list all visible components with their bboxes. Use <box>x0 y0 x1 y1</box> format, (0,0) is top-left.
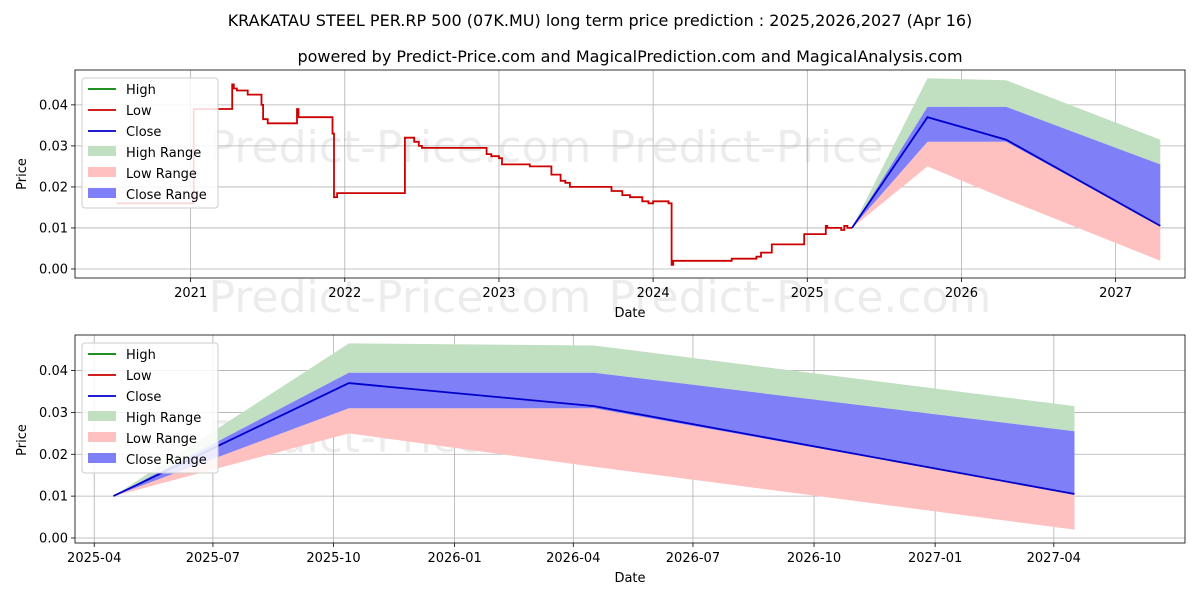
bottom-ytick-label: 0.03 <box>39 406 68 421</box>
bottom-close-range-band <box>113 372 1075 497</box>
top-legend-close-range: Close Range <box>126 188 207 203</box>
bottom-xtick-label: 2025-07 <box>186 551 240 566</box>
bottom-high-range-band <box>113 343 1075 497</box>
bottom-ylabel: Price <box>15 424 30 456</box>
top-xtick-label: 2025 <box>791 286 824 301</box>
top-legend-low: Low <box>126 104 152 119</box>
top-legend-high-range-swatch <box>88 146 116 156</box>
top-xtick-label: 2027 <box>1099 286 1132 301</box>
bottom-legend-low: Low <box>126 369 152 384</box>
top-close-range-band <box>852 106 1161 228</box>
bottom-xtick-label: 2026-10 <box>787 551 841 566</box>
top-xtick-label: 2023 <box>482 286 515 301</box>
bottom-xtick-label: 2026-07 <box>666 551 720 566</box>
top-xtick-label: 2024 <box>637 286 670 301</box>
bottom-xtick-label: 2027-01 <box>908 551 962 566</box>
top-high-range-band <box>852 78 1161 228</box>
bottom-xtick-label: 2025-04 <box>67 551 121 566</box>
top-history-line <box>116 83 852 266</box>
bottom-close-forecast-line <box>113 382 1075 497</box>
top-series <box>116 78 1161 266</box>
bottom-legend-high: High <box>126 348 156 363</box>
top-frame <box>74 69 1186 279</box>
chart-title: KRAKATAU STEEL PER.RP 500 (07K.MU) long … <box>228 11 973 30</box>
top-legend-low-range: Low Range <box>126 167 197 182</box>
bottom-legend-high-range-swatch <box>88 411 116 421</box>
top-xtick-label: 2022 <box>328 286 361 301</box>
bottom-panel: Predict-Price.com Predict-Price.com 0.00… <box>15 334 1186 586</box>
top-ytick-label: 0.01 <box>39 221 68 236</box>
bottom-xlabel: Date <box>614 571 645 586</box>
top-ytick-label: 0.02 <box>39 180 68 195</box>
top-watermark-1: Predict-Price.com <box>209 122 592 173</box>
top-close-forecast-line <box>851 116 1161 229</box>
top-xtick-label: 2021 <box>174 286 207 301</box>
top-panel: Predict-Price.com Predict-Price.com Pred… <box>15 69 1186 323</box>
top-legend: High Low Close High Range Low Range Clos… <box>81 77 219 209</box>
bottom-legend-high-range: High Range <box>126 411 201 426</box>
top-watermark-4: Predict-Price.com <box>609 272 992 323</box>
top-ticks: 0.00 0.01 0.02 0.03 0.04 2021 2022 2023 2024 2025… <box>39 98 1132 301</box>
top-legend-close-range-swatch <box>88 188 116 198</box>
bottom-xtick-label: 2026-04 <box>546 551 600 566</box>
bottom-ytick-label: 0.02 <box>39 448 68 463</box>
top-legend-close: Close <box>126 125 161 140</box>
top-low-range-band <box>852 141 1161 261</box>
top-ytick-label: 0.04 <box>39 98 68 113</box>
bottom-xtick-label: 2026-01 <box>427 551 481 566</box>
top-legend-high-range: High Range <box>126 146 201 161</box>
top-legend-high: High <box>126 83 156 98</box>
bottom-ytick-label: 0.04 <box>39 364 68 379</box>
bottom-ticks: 0.00 0.01 0.02 0.03 0.04 2025-04 2025-07 2025-1… <box>39 364 1081 566</box>
top-xtick-label: 2026 <box>945 286 978 301</box>
top-ylabel: Price <box>15 158 30 190</box>
bottom-ytick-label: 0.01 <box>39 490 68 505</box>
bottom-xtick-label: 2025-10 <box>306 551 360 566</box>
top-watermark-3: Predict-Price.com <box>209 272 592 323</box>
top-legend-low-range-swatch <box>88 167 116 177</box>
bottom-legend: High Low Close High Range Low Range Clos… <box>81 342 219 474</box>
bottom-legend-low-range-swatch <box>88 432 116 442</box>
bottom-legend-close: Close <box>126 390 161 405</box>
top-ytick-label: 0.03 <box>39 139 68 154</box>
bottom-ytick-label: 0.00 <box>39 531 68 546</box>
bottom-legend-low-range: Low Range <box>126 432 197 447</box>
bottom-xtick-label: 2027-04 <box>1027 551 1081 566</box>
top-xlabel: Date <box>614 306 645 321</box>
chart-subtitle: powered by Predict-Price.com and Magical… <box>297 47 962 66</box>
bottom-series <box>113 343 1075 530</box>
bottom-legend-close-range-swatch <box>88 453 116 463</box>
bottom-low-range-band <box>113 408 1075 530</box>
top-ytick-label: 0.00 <box>39 262 68 277</box>
bottom-legend-close-range: Close Range <box>126 453 207 468</box>
bottom-frame <box>74 334 1186 544</box>
